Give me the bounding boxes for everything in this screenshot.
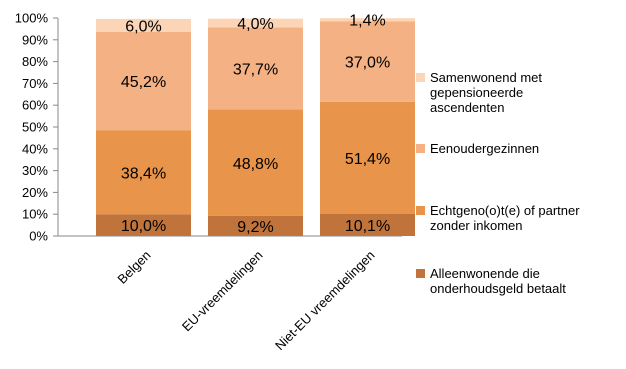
data-label: 1,4% [349, 13, 385, 30]
data-label: 37,0% [345, 55, 390, 72]
bar-area [96, 18, 415, 236]
bar-segment [96, 18, 191, 32]
data-label: 10,0% [121, 218, 166, 235]
bar-segment [208, 18, 303, 28]
bar-segment [208, 215, 303, 236]
data-labels: 10,0% 38,4% 45,2% 6,0% 9,2% 48,8% 37,7% 4,0% 10,… [121, 13, 390, 236]
bar-segment [320, 213, 415, 236]
y-tick-label: 100% [15, 11, 49, 26]
y-tick-label: 50% [22, 120, 48, 135]
legend: Samenwonend metgepensioneerdeascendenten… [416, 70, 580, 296]
legend-label: Eenoudergezinnen [430, 141, 539, 156]
data-label: 6,0% [125, 18, 161, 35]
bar-segment [96, 31, 191, 131]
legend-label: Samenwonend met [430, 70, 542, 85]
y-tick-label: 0% [29, 229, 48, 244]
y-tick-label: 10% [22, 207, 48, 222]
data-label: 10,1% [345, 218, 390, 235]
y-tick-label: 20% [22, 185, 48, 200]
legend-swatch [416, 73, 425, 82]
bar-segment [320, 101, 415, 214]
x-tick-label: Niet-EU vreemdelingen [272, 248, 378, 354]
bar-segment [96, 130, 191, 215]
legend-label: onderhoudsgeld betaalt [430, 281, 566, 296]
data-label: 38,4% [121, 165, 166, 182]
legend-label: ascendenten [430, 100, 504, 115]
y-tick-label: 70% [22, 76, 48, 91]
y-tick-label: 90% [22, 32, 48, 47]
x-tick-label: Belgen [114, 248, 153, 287]
legend-swatch [416, 144, 425, 153]
data-label: 37,7% [233, 61, 278, 78]
bar-segment [320, 18, 415, 22]
y-tick-label: 80% [22, 54, 48, 69]
legend-label: zonder inkomen [430, 218, 523, 233]
legend-label: Echtgeno(o)t(e) of partner [430, 203, 580, 218]
legend-label: gepensioneerde [430, 85, 523, 100]
data-label: 48,8% [233, 156, 278, 173]
y-tick-label: 30% [22, 163, 48, 178]
data-label: 9,2% [237, 219, 273, 236]
data-label: 45,2% [121, 74, 166, 91]
data-label: 4,0% [237, 16, 273, 33]
bar-segment [320, 21, 415, 102]
bar-segment [96, 214, 191, 236]
data-label: 51,4% [345, 151, 390, 168]
legend-label: Alleenwonende die [430, 266, 540, 281]
legend-swatch [416, 206, 425, 215]
x-tick-label: EU-vreemdelingen [179, 248, 266, 335]
y-tick-label: 40% [22, 141, 48, 156]
y-tick-label: 60% [22, 98, 48, 113]
legend-swatch [416, 269, 425, 278]
bar-segment [208, 27, 303, 110]
y-axis: 0% 10% 20% 30% 40% 50% 60% 70% 80% 90% 100% [15, 11, 59, 244]
bar-segment [208, 109, 303, 216]
x-axis: Belgen EU-vreemdelingen Niet-EU vreemdelin… [58, 235, 402, 354]
